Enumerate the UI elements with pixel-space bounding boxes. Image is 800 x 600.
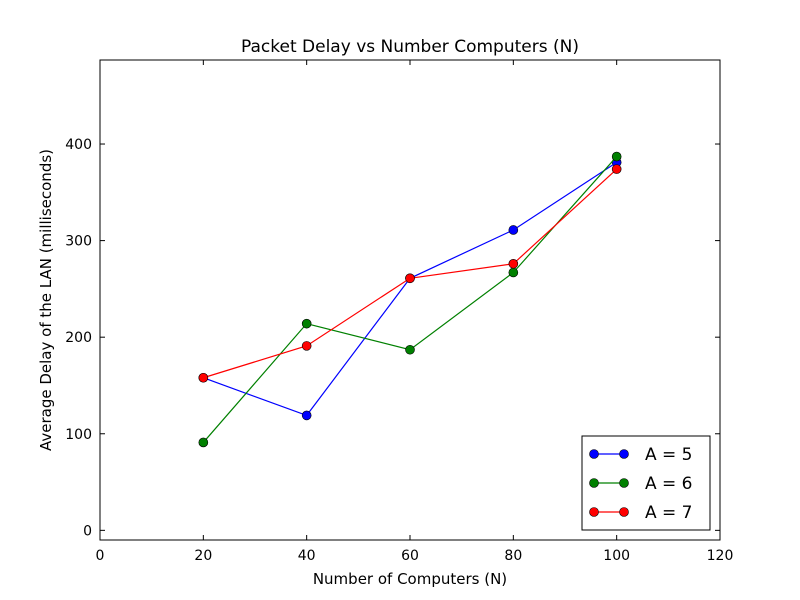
x-tick-label: 60 [401,548,419,564]
legend-marker [589,507,599,517]
y-tick-label: 200 [65,330,92,346]
data-point [611,151,622,162]
x-tick-label: 0 [96,548,105,564]
series-layer [198,151,622,448]
y-tick-label: 0 [83,523,92,539]
data-point [301,341,312,351]
legend-label: A = 6 [645,474,693,494]
y-axis-label: Average Delay of the LAN (milliseconds) [37,149,55,451]
legend-item: A = 6 [589,474,693,494]
data-point [508,225,519,235]
legend-marker [619,478,629,488]
axis-ticks: 0 20 40 60 80 100 120 0 100 200 300 400 [65,60,733,564]
plot-area-frame [99,59,721,541]
legend-marker [589,478,599,488]
x-tick-label: 40 [298,548,316,564]
data-point [405,273,415,284]
y-tick-label: 300 [65,234,92,250]
x-tick-label: 120 [707,548,734,564]
legend-marker [589,449,599,459]
legend-marker [619,449,629,459]
data-point [508,267,519,278]
y-tick-label: 400 [65,137,92,153]
legend-item: A = 5 [589,445,693,465]
data-point [198,437,209,448]
x-tick-label: 100 [603,548,630,564]
data-point [611,164,622,174]
series-3 [198,164,622,383]
legend-label: A = 5 [645,445,693,465]
data-point [301,410,312,421]
x-axis-label: Number of Computers (N) [313,570,507,588]
series-2 [198,151,622,448]
x-tick-label: 80 [504,548,522,564]
data-point [301,318,312,329]
chart-title: Packet Delay vs Number Computers (N) [241,37,579,57]
y-tick-label: 100 [65,427,92,443]
legend-marker [619,507,629,517]
data-point [405,344,415,355]
legend: A = 5 A = 6 A = 7 [581,435,711,531]
data-point [198,372,209,383]
data-point [508,258,519,269]
x-tick-label: 20 [194,548,212,564]
legend-label: A = 7 [645,503,693,523]
legend-item: A = 7 [589,503,693,523]
